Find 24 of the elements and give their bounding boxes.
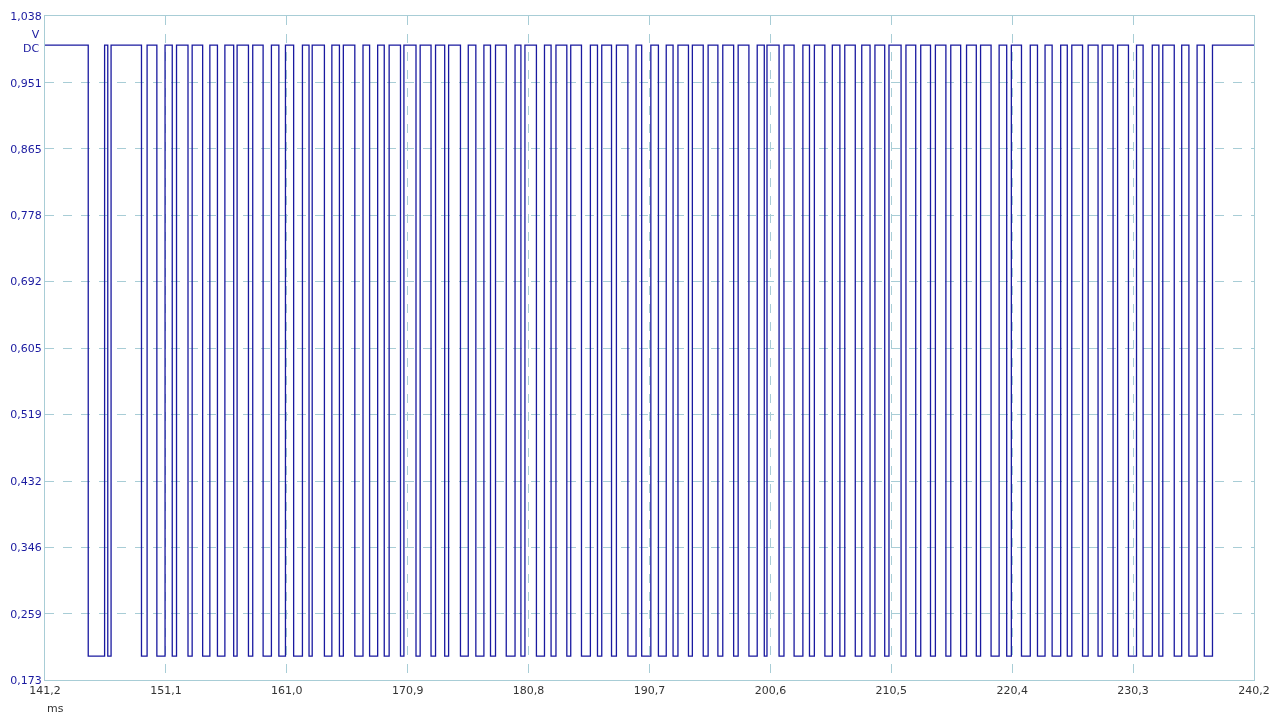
x-axis-title: ms bbox=[47, 702, 64, 715]
y-tick-label: 0,951 bbox=[10, 76, 42, 90]
y-tick-label: 0,519 bbox=[10, 408, 42, 422]
y-tick-label: 0,778 bbox=[10, 209, 42, 223]
y-tick-label: 0,173 bbox=[10, 673, 42, 687]
y-tick-label: 0,865 bbox=[10, 142, 42, 156]
x-tick-label: 240,2 bbox=[1238, 684, 1270, 698]
x-tick-label: 141,2 bbox=[29, 684, 61, 698]
y-tick-label: 0,259 bbox=[10, 607, 42, 621]
y-axis-title: V DC bbox=[23, 28, 40, 56]
y-tick-label: 0,346 bbox=[10, 541, 42, 555]
x-tick-label: 151,1 bbox=[150, 684, 182, 698]
x-tick-label: 230,3 bbox=[1117, 684, 1149, 698]
x-tick-label: 190,7 bbox=[633, 684, 666, 698]
y-tick-label: 1,038 bbox=[10, 9, 42, 23]
x-tick-label: 161,0 bbox=[271, 684, 303, 698]
y-tick-label: 0,692 bbox=[10, 275, 42, 289]
x-tick-label: 220,4 bbox=[996, 684, 1028, 698]
x-tick-label: 200,6 bbox=[754, 684, 787, 698]
y-tick-label: 0,432 bbox=[10, 475, 42, 489]
x-tick-label: 180,8 bbox=[512, 684, 545, 698]
x-tick-label: 170,9 bbox=[391, 684, 424, 698]
y-tick-label: 0,605 bbox=[10, 342, 42, 356]
x-tick-label: 210,5 bbox=[875, 684, 908, 698]
